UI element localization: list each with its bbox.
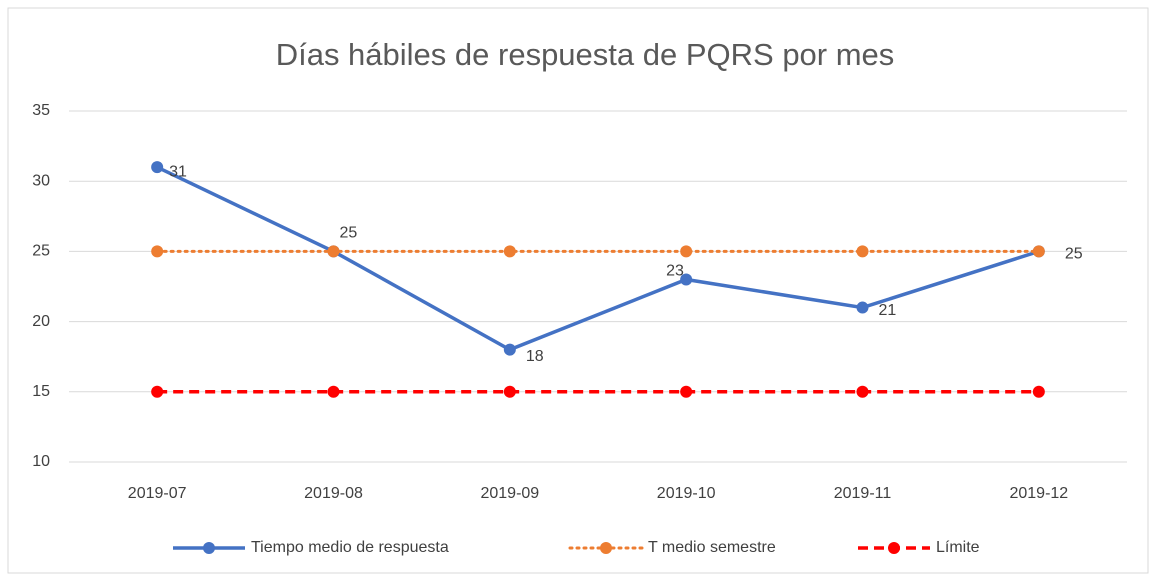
legend-marker: [203, 542, 215, 554]
data-point: [1032, 245, 1045, 258]
y-tick-label: 20: [32, 313, 50, 330]
x-tick-label: 2019-10: [657, 485, 716, 502]
y-tick-label: 15: [32, 383, 50, 400]
legend-marker: [600, 542, 612, 554]
y-tick-label: 35: [32, 102, 50, 119]
data-point: [856, 385, 869, 398]
data-point: [503, 385, 516, 398]
data-label: 25: [1065, 246, 1083, 263]
legend-label: T medio semestre: [648, 539, 776, 556]
data-point: [680, 245, 693, 258]
data-label: 23: [666, 263, 684, 280]
y-tick-label: 10: [32, 453, 50, 470]
x-tick-label: 2019-08: [304, 485, 363, 502]
legend-marker: [888, 542, 900, 554]
x-tick-label: 2019-09: [480, 485, 539, 502]
data-point: [680, 273, 693, 286]
legend-label: Tiempo medio de respuesta: [251, 539, 449, 556]
y-tick-label: 30: [32, 172, 50, 189]
data-point: [327, 245, 340, 258]
legend-label: Límite: [936, 539, 980, 556]
data-point: [327, 385, 340, 398]
x-tick-label: 2019-11: [834, 485, 892, 502]
chart-border: [7, 7, 1149, 574]
data-label: 25: [340, 225, 358, 242]
data-point: [503, 343, 516, 356]
data-point: [856, 245, 869, 258]
series-line: [156, 165, 1040, 352]
x-tick-label: 2019-12: [1009, 485, 1068, 502]
data-point: [1032, 385, 1045, 398]
data-point: [151, 385, 164, 398]
data-label: 21: [879, 302, 897, 319]
data-point: [680, 385, 693, 398]
data-label: 31: [169, 163, 187, 180]
data-point: [856, 301, 869, 314]
data-point: [503, 245, 516, 258]
data-point: [151, 161, 164, 174]
data-label: 18: [526, 348, 544, 365]
x-tick-label: 2019-07: [128, 485, 187, 502]
data-point: [151, 245, 164, 258]
y-tick-label: 25: [32, 243, 50, 260]
chart-title: Días hábiles de respuesta de PQRS por me…: [276, 37, 895, 72]
